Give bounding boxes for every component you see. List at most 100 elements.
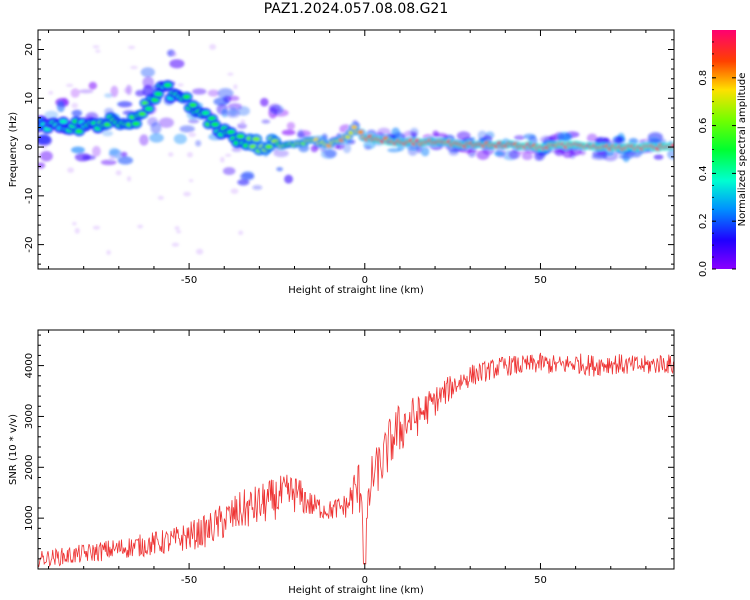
- spectrogram-halo-blob: [88, 81, 98, 90]
- y-tick-label: 2000: [24, 455, 35, 480]
- spectrogram-halo-blob: [241, 170, 254, 179]
- spectrogram-halo-blob: [140, 67, 155, 78]
- spectrogram-speck: [183, 191, 191, 197]
- spectrogram-speck: [115, 170, 122, 176]
- x-tick-label: 50: [534, 575, 547, 586]
- snr-frame: [37, 329, 675, 570]
- spectrogram-halo-blob: [614, 136, 624, 143]
- spectrogram-halo-blob: [38, 134, 52, 147]
- spectrogram-speck: [41, 144, 48, 150]
- colorbar: 0.0 0.2 0.4 0.6 0.8 Normalized spectral ampl…: [698, 30, 748, 277]
- spectrogram-ridge-core: [201, 110, 210, 116]
- spectrogram-halo-blob: [135, 89, 145, 97]
- spectrogram-halo-blob: [260, 97, 269, 107]
- spectrogram-speck: [130, 65, 138, 70]
- spectrogram-speck: [48, 90, 54, 95]
- x-tick-label: 0: [362, 575, 368, 586]
- spectrogram-halo-blob: [618, 154, 634, 160]
- spectrogram-halo-blob: [364, 145, 372, 150]
- spectrogram-speck: [233, 84, 238, 90]
- spectrogram-halo-blob: [92, 145, 101, 157]
- spectrogram-halo-blob: [342, 142, 352, 154]
- spectrogram-halo-blob: [268, 103, 281, 113]
- spectrogram-halo-blob: [297, 129, 304, 140]
- spectrogram-ridge-core: [211, 122, 220, 127]
- y-tick-label: 1000: [24, 505, 35, 530]
- spectrogram-halo-blob: [158, 117, 174, 128]
- spectrogram-halo-blob: [150, 122, 162, 135]
- spectrogram-halo-blob: [100, 159, 117, 166]
- spectrogram-halo-blob: [237, 122, 247, 129]
- spectrogram-ridge-core: [59, 119, 68, 124]
- snr-plot-area: [38, 330, 674, 569]
- spectrogram-speck: [123, 87, 131, 94]
- spectrogram-speck: [238, 230, 244, 236]
- spectrogram-speck: [95, 49, 101, 53]
- spectrogram-ridge-core: [226, 129, 235, 135]
- colorbar-tick-label: 0.0: [698, 261, 709, 277]
- spectrogram-halo-blob: [227, 95, 240, 101]
- spectrogram-frame: [37, 29, 675, 270]
- spectrogram-halo-blob: [586, 133, 598, 144]
- spectrogram-halo-blob: [104, 93, 113, 98]
- spectrogram-halo-blob: [281, 129, 296, 136]
- spectrogram-ridge-core: [182, 94, 191, 100]
- spectrogram-ridge-core: [138, 111, 147, 117]
- page-title: PAZ1.2024.057.08.08.G21: [263, 1, 449, 17]
- spectrogram-halo-blob: [231, 147, 242, 152]
- spectrogram-speck: [188, 132, 197, 138]
- spectrogram-speck: [176, 230, 182, 234]
- spectrogram-ridge-core: [357, 130, 364, 135]
- spectrogram-halo-blob: [179, 125, 195, 133]
- spectrogram-speck: [168, 152, 174, 157]
- spectrogram-speck: [92, 45, 100, 49]
- spectrogram-halo-blob: [71, 146, 85, 154]
- spectrogram-halo-blob: [533, 152, 543, 161]
- spectrogram-halo-blob: [169, 59, 185, 69]
- spectrogram-halo-blob: [44, 110, 59, 120]
- spectrogram-speck: [172, 51, 178, 57]
- spectrogram-speck: [177, 83, 184, 87]
- spectrogram-ridge-core: [188, 102, 197, 108]
- spectrogram-speck: [219, 156, 225, 163]
- spectrogram-halo-blob: [117, 156, 134, 165]
- snr-x-axis-label: Height of straight line (km): [288, 585, 424, 596]
- spectrogram-halo-blob: [638, 139, 646, 145]
- spectrogram-halo-blob: [195, 140, 202, 147]
- spectrogram-speck: [174, 226, 180, 231]
- spectrogram-speck: [171, 242, 180, 247]
- y-tick-label: 0: [24, 144, 35, 150]
- spectrogram-halo-blob: [207, 89, 219, 97]
- spectrogram-halo-blob: [324, 149, 337, 158]
- spectrogram-halo-blob: [217, 88, 234, 99]
- spectrogram-halo-blob: [222, 167, 236, 175]
- spectrogram-halo-blob: [485, 131, 495, 140]
- spectrogram-halo-blob: [286, 122, 296, 130]
- spectrogram-speck: [209, 43, 217, 50]
- spectrogram-halo-blob: [61, 97, 69, 107]
- colorbar-tick-label: 0.6: [698, 118, 709, 134]
- spectrogram-halo-blob: [494, 150, 505, 157]
- spectrogram-halo-blob: [409, 127, 419, 137]
- spectrogram-halo-blob: [628, 138, 638, 144]
- y-tick-label: -10: [24, 188, 35, 204]
- spectrogram-speck: [74, 227, 80, 234]
- spectrogram-ridge-core: [163, 82, 172, 88]
- colorbar-tick-label: 0.2: [698, 213, 709, 229]
- spectrogram-halo-blob: [261, 119, 271, 124]
- spectrogram-speck: [72, 221, 77, 226]
- spectrogram-speck: [186, 151, 193, 158]
- spectrogram-halo-blob: [192, 88, 207, 95]
- spectrogram-halo-blob: [142, 76, 155, 89]
- spectrogram-speck: [224, 153, 232, 157]
- spectrogram-halo-blob: [448, 149, 459, 156]
- spectrogram-speck: [188, 179, 194, 183]
- spectrogram-speck: [230, 188, 239, 194]
- spectrogram-ticks: -50 0 50 -20 -10 0 10 20: [24, 29, 674, 286]
- y-tick-label: 3000: [24, 404, 35, 429]
- colorbar-ticks: 0.0 0.2 0.4 0.6 0.8: [698, 41, 736, 277]
- spectrogram-halo-blob: [78, 89, 94, 94]
- spectrogram-x-axis-label: Height of straight line (km): [288, 285, 424, 296]
- spectrogram-speck: [92, 225, 101, 230]
